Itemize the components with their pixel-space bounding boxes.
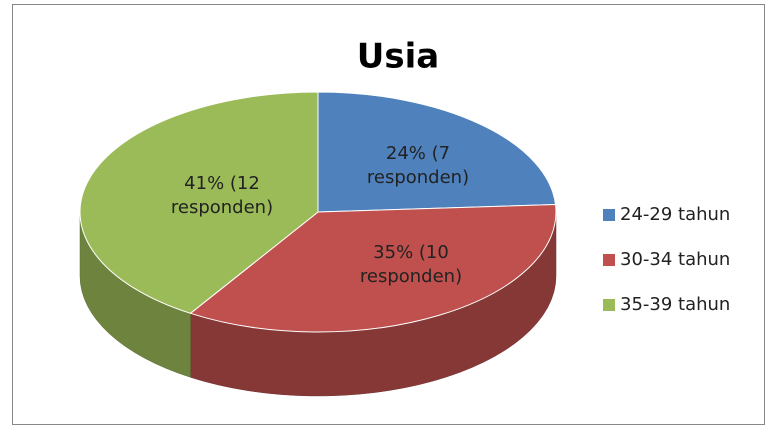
legend-label: 30-34 tahun [620,249,730,270]
legend-swatch [603,209,615,221]
value-label: 24% (7 responden) [366,143,470,188]
value-label: 35% (10 responden) [359,242,463,287]
slice [317,91,557,213]
legend-swatch [603,254,615,266]
slice [79,91,319,314]
slice [189,203,557,333]
legend-label: 35-39 tahun [620,294,730,315]
value-label: 41% (12 responden) [170,173,274,218]
legend-label: 24-29 tahun [620,204,730,225]
chart-title: Usia [357,37,439,77]
legend-swatch [603,299,615,311]
